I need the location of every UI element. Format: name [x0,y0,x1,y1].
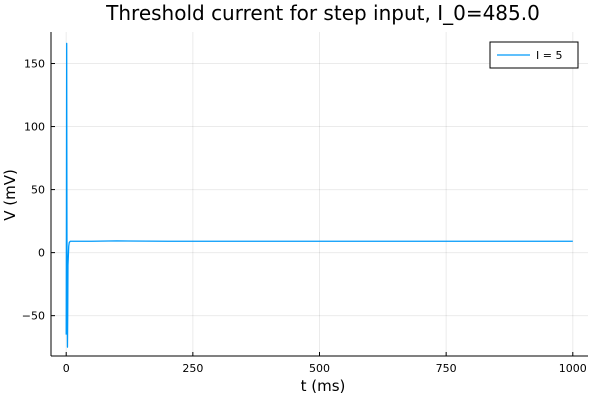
x-tick-label: 1000 [559,362,587,375]
axes [50,32,588,357]
chart-title: Threshold current for step input, I_0=48… [105,1,540,25]
x-axis-title: t (ms) [301,377,346,395]
x-tick-label: 750 [436,362,457,375]
legend-label: I = 5 [536,49,562,62]
y-tick-label: −50 [22,310,45,323]
series-layer [65,42,573,348]
series-line [65,42,573,348]
x-tick-label: 250 [182,362,203,375]
legend: I = 5 [489,41,579,69]
y-tick-label: 50 [31,184,45,197]
y-tick-label: 150 [24,58,45,71]
tick-labels: 0 250 500 750 1000 −50 0 50 100 150 [22,58,587,375]
y-axis-title: V (mV) [1,169,19,221]
y-tick-label: 100 [24,121,45,134]
x-tick-label: 500 [309,362,330,375]
y-tick-label: 0 [38,247,45,260]
x-tick-label: 0 [63,362,70,375]
